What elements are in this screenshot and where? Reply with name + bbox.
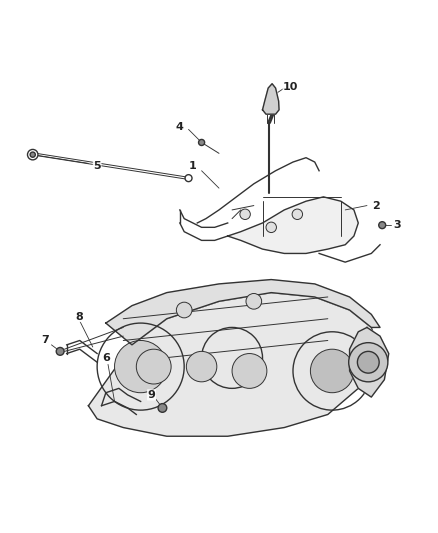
Polygon shape (350, 327, 389, 397)
Text: 1: 1 (189, 161, 197, 172)
Circle shape (115, 341, 167, 393)
Circle shape (56, 348, 64, 356)
Circle shape (177, 302, 192, 318)
Text: 5: 5 (93, 161, 101, 172)
Circle shape (28, 149, 38, 160)
Circle shape (198, 140, 205, 146)
Circle shape (311, 349, 354, 393)
Polygon shape (106, 279, 380, 345)
Circle shape (349, 343, 388, 382)
Text: 4: 4 (176, 122, 184, 132)
Circle shape (136, 349, 171, 384)
Circle shape (186, 351, 217, 382)
Circle shape (185, 175, 192, 182)
Circle shape (158, 403, 167, 413)
Circle shape (292, 209, 303, 220)
Text: 3: 3 (394, 220, 401, 230)
Polygon shape (88, 293, 380, 436)
Circle shape (379, 222, 386, 229)
Text: 9: 9 (148, 390, 155, 400)
Text: 6: 6 (102, 353, 110, 363)
Circle shape (246, 294, 261, 309)
Text: 8: 8 (76, 312, 84, 321)
Circle shape (266, 222, 276, 232)
Polygon shape (262, 84, 279, 114)
Polygon shape (228, 197, 358, 254)
Circle shape (232, 353, 267, 389)
Text: 2: 2 (372, 200, 380, 211)
Text: 10: 10 (283, 82, 299, 92)
Circle shape (357, 351, 379, 373)
Text: 7: 7 (41, 335, 49, 345)
Circle shape (30, 152, 35, 157)
Circle shape (240, 209, 251, 220)
